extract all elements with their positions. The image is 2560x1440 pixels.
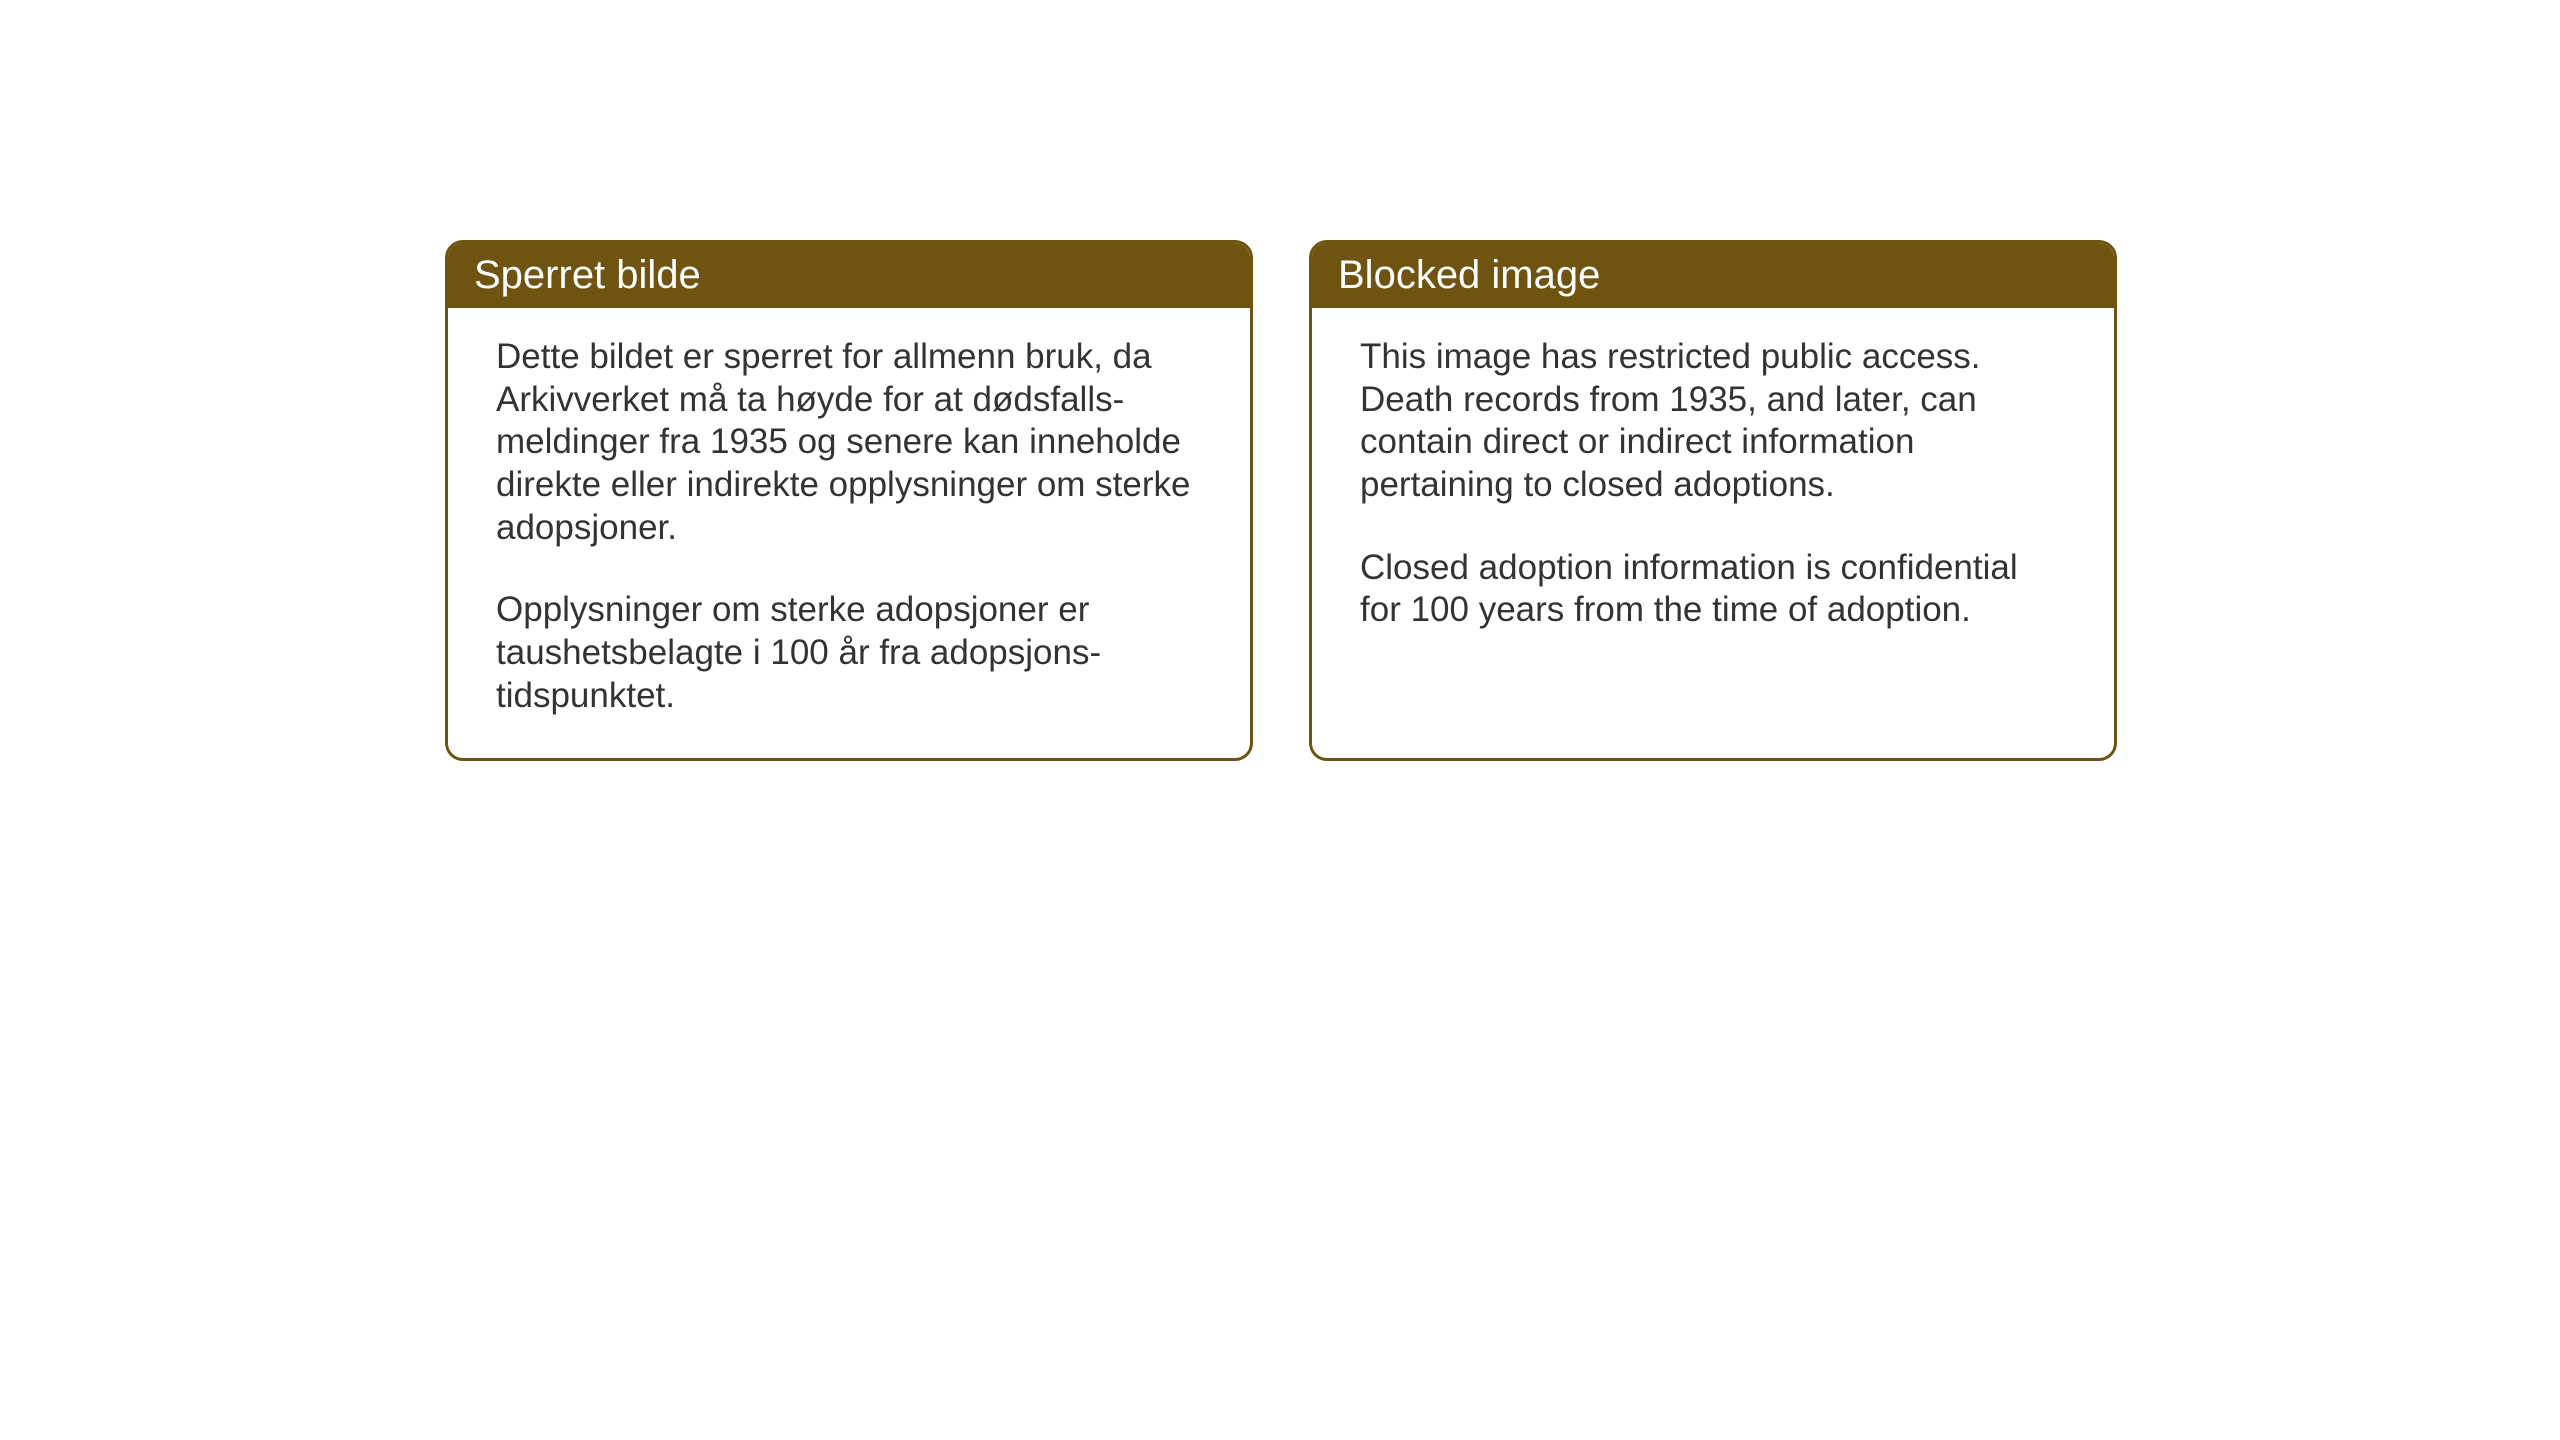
paragraph-1-english: This image has restricted public access.… xyxy=(1360,336,2066,507)
card-body-english: This image has restricted public access.… xyxy=(1312,308,2114,672)
notice-card-english: Blocked image This image has restricted … xyxy=(1309,240,2117,761)
card-header-english: Blocked image xyxy=(1312,243,2114,308)
notice-container: Sperret bilde Dette bildet er sperret fo… xyxy=(445,240,2117,761)
paragraph-1-norwegian: Dette bildet er sperret for allmenn bruk… xyxy=(496,336,1202,549)
card-body-norwegian: Dette bildet er sperret for allmenn bruk… xyxy=(448,308,1250,758)
card-title-english: Blocked image xyxy=(1338,253,1600,297)
paragraph-2-english: Closed adoption information is confident… xyxy=(1360,547,2066,632)
notice-card-norwegian: Sperret bilde Dette bildet er sperret fo… xyxy=(445,240,1253,761)
paragraph-2-norwegian: Opplysninger om sterke adopsjoner er tau… xyxy=(496,589,1202,717)
card-header-norwegian: Sperret bilde xyxy=(448,243,1250,308)
card-title-norwegian: Sperret bilde xyxy=(474,253,701,297)
